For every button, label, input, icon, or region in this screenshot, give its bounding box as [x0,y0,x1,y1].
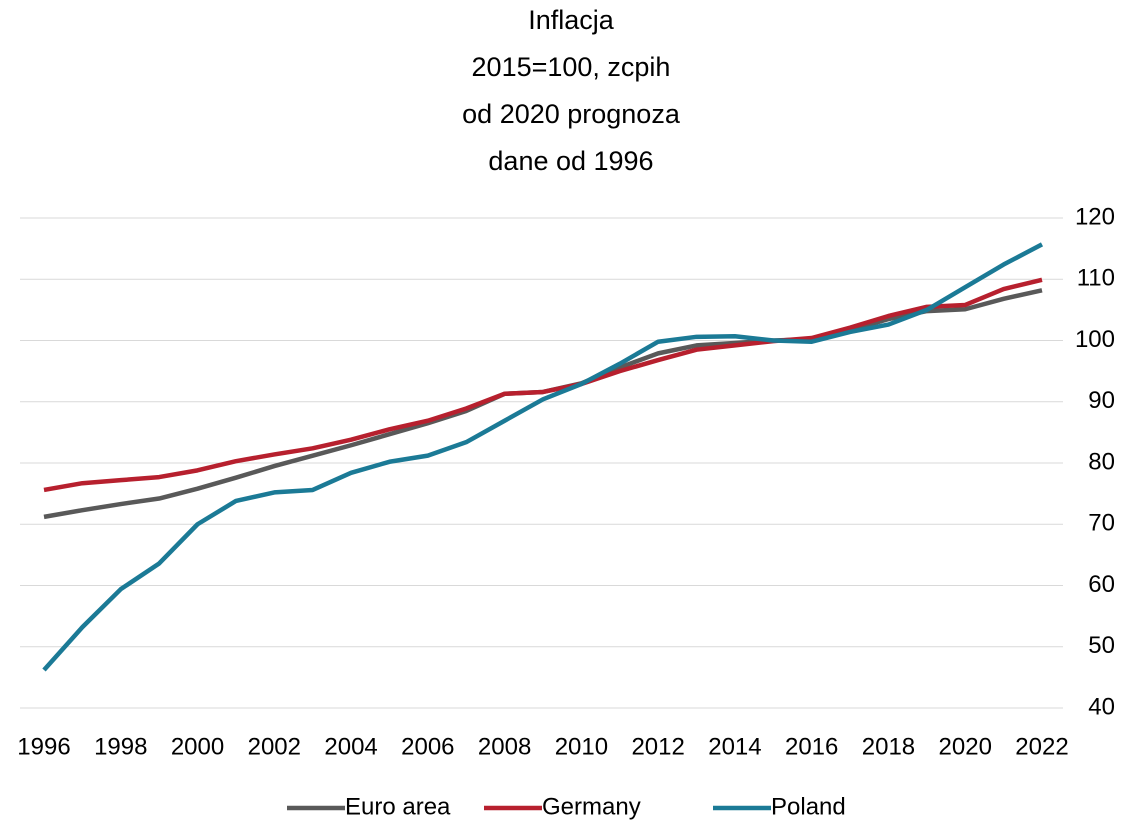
chart-title: Inflacja [528,5,615,35]
y-tick-label: 100 [1075,326,1115,353]
y-tick-label: 40 [1088,693,1115,720]
legend-label: Poland [771,793,846,820]
y-tick-label: 110 [1077,265,1115,292]
x-tick-label: 2022 [1015,733,1068,760]
x-tick-label: 1996 [17,733,70,760]
x-tick-label: 2016 [785,733,838,760]
x-tick-label: 1998 [94,733,147,760]
x-tick-label: 2012 [631,733,684,760]
y-tick-label: 90 [1088,387,1115,414]
y-tick-label: 70 [1088,510,1115,537]
legend-label: Germany [542,793,641,820]
x-tick-label: 2018 [862,733,915,760]
series-line [42,242,1044,672]
x-tick-label: 2010 [555,733,608,760]
x-tick-label: 2004 [324,733,377,760]
x-tick-label: 2000 [171,733,224,760]
chart-title: od 2020 prognoza [462,99,681,129]
y-tick-label: 60 [1088,571,1115,598]
y-tick-label: 50 [1088,632,1115,659]
x-tick-label: 2020 [939,733,992,760]
y-tick-label: 120 [1075,203,1115,230]
legend-label: Euro area [345,793,451,820]
chart-title: dane od 1996 [488,146,653,176]
x-tick-label: 2014 [708,733,761,760]
series-line [43,277,1043,493]
y-tick-label: 80 [1088,448,1115,475]
x-tick-label: 2008 [478,733,531,760]
chart-title: 2015=100, zcpih [472,52,671,82]
x-tick-label: 2006 [401,733,454,760]
x-tick-label: 2002 [248,733,301,760]
